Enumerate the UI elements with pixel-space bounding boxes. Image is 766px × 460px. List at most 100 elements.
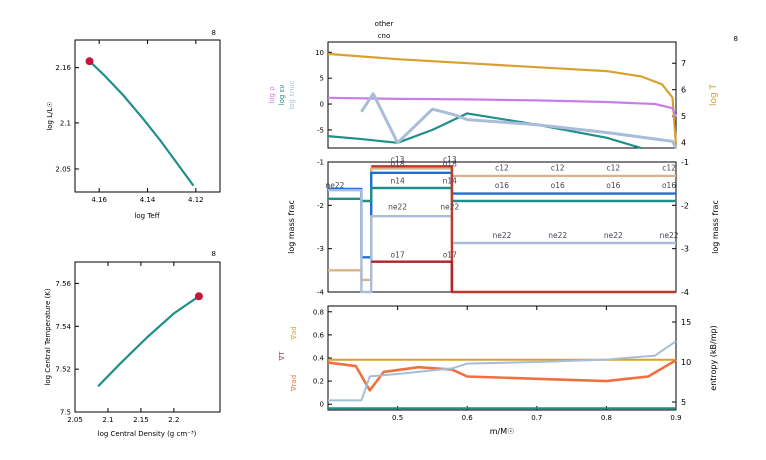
central-xtick-label: 2.1 — [102, 416, 113, 424]
n14-label: n14 — [390, 177, 405, 186]
o17-abundance-line — [371, 260, 454, 292]
central-frame — [74, 261, 221, 413]
mid-y2tick-label: -2 — [681, 201, 689, 210]
ne22-label: ne22 — [325, 181, 344, 190]
hr-ytick-label: 2.1 — [60, 119, 71, 127]
profile-middle-panel: -4-3-2-1-4-3-2-1ne22c13o18n14ne22o17c13o… — [287, 155, 720, 297]
entropy-label: entropy (kB/mp) — [709, 325, 718, 390]
ne22-label: ne22 — [493, 231, 512, 240]
bottom-ytick-label: 0 — [320, 401, 324, 409]
central-xtick-label: 2.2 — [168, 416, 179, 424]
bottom-ytick-label: 0.6 — [313, 331, 325, 339]
hr-ytick-label: 2.05 — [55, 165, 71, 173]
o16-label: o16 — [495, 181, 509, 190]
o18-label: o18 — [443, 159, 457, 168]
grad-ad-label: ∇ad — [290, 326, 298, 340]
c12-label: c12 — [607, 164, 621, 173]
ne22-label: ne22 — [604, 231, 623, 240]
hr-panel: 4.16 4.14 4.12 2.05 2.1 2.16 8 log Teff log L… — [46, 29, 221, 220]
log-eps-nu-label: log εν — [278, 85, 286, 106]
bottom-xtick-label: 0.9 — [670, 414, 681, 422]
central-track-line — [97, 295, 200, 388]
top-y2tick-label: 4 — [681, 139, 686, 148]
log-rho-line — [327, 96, 678, 118]
central-x-label: log Central Density (g cm⁻³) — [98, 430, 197, 438]
mid-ytick-label: -2 — [317, 202, 324, 210]
c12-label: c12 — [495, 164, 509, 173]
ne22-abundance-line — [328, 188, 676, 294]
hr-xtick-label: 4.14 — [140, 196, 156, 204]
ne22-label: ne22 — [548, 231, 567, 240]
c12-label: c12 — [662, 164, 676, 173]
central-panel: 2.05 2.1 2.15 2.2 7.5 7.52 7.54 7.56 8 log Cent… — [44, 250, 221, 438]
central-y-label: log Central Temperature (K) — [44, 288, 52, 385]
profile-top-title: other — [375, 20, 394, 28]
mid-ytick-label: -4 — [317, 289, 325, 297]
mass-frac-right-label: log mass frac — [711, 200, 720, 254]
hr-track-line — [88, 60, 195, 187]
central-xtick-label: 2.15 — [133, 416, 149, 424]
c13-label: c13 — [391, 155, 405, 164]
log-rho-label: log ρ — [268, 86, 276, 104]
c13-abundance-line — [371, 165, 676, 294]
central-xtick-label: 2.05 — [67, 416, 83, 424]
profile-bottom-panel: 0.5 0.6 0.7 0.8 0.9 0 0.2 0.4 0.6 0.8 5 10 15 ∇ad ∇T… — [278, 305, 718, 436]
c13-label: c13 — [443, 155, 457, 164]
grad-t-label: ∇T — [278, 351, 286, 362]
log-t-line — [327, 52, 678, 146]
bottom-xtick-label: 0.5 — [392, 414, 403, 422]
central-ytick-label: 7.56 — [55, 280, 71, 288]
top-ytick-label: 10 — [315, 49, 324, 57]
central-corner-label: 8 — [212, 250, 216, 258]
top-y2tick-label: 6 — [681, 86, 686, 95]
top-ytick-label: -5 — [317, 126, 324, 134]
bottom-ytick-label: 0.2 — [313, 378, 324, 386]
bottom-y2tick-label: 10 — [681, 358, 691, 367]
profile-top-corner-label: 8 — [734, 35, 738, 43]
hr-frame — [74, 39, 221, 193]
ne22-label: ne22 — [660, 231, 679, 240]
bottom-ytick-label: 0.4 — [313, 355, 325, 363]
top-ytick-label: 5 — [320, 75, 324, 83]
c12-label: c12 — [551, 164, 565, 173]
profile-top-frame — [327, 41, 677, 149]
hr-x-label: log Teff — [134, 212, 159, 220]
log-eps-nuc-label: log εnuc — [288, 80, 296, 110]
mid-y2tick-label: -3 — [681, 245, 689, 254]
mass-frac-left-label: log mass frac — [287, 200, 296, 254]
o16-label: o16 — [551, 181, 565, 190]
profile-bottom-plot: 0.5 0.6 0.7 0.8 0.9 0 0.2 0.4 0.6 0.8 5 10 15 — [313, 306, 691, 422]
bottom-y2tick-label: 15 — [681, 318, 691, 327]
hr-current-marker — [85, 57, 94, 66]
central-ytick-label: 7.52 — [55, 366, 71, 374]
o17-label: o17 — [391, 250, 405, 259]
mid-ytick-label: -3 — [317, 245, 324, 253]
central-ytick-label: 7.5 — [60, 409, 71, 417]
hr-xtick-label: 4.16 — [91, 196, 107, 204]
log-eps-nuc-line — [360, 92, 678, 149]
n14-label: n14 — [443, 177, 458, 186]
hr-plot: 4.16 4.14 4.12 2.05 2.1 2.16 — [55, 40, 204, 204]
hr-corner-label: 8 — [212, 29, 216, 37]
o16-label: o16 — [662, 181, 676, 190]
hr-ytick-label: 2.16 — [55, 64, 71, 72]
top-ytick-label: 0 — [320, 101, 324, 109]
bottom-xtick-label: 0.6 — [462, 414, 474, 422]
top-y2tick-label: 5 — [681, 112, 686, 121]
profile-top-subtitle: cno — [378, 32, 391, 40]
log-t-label: log T — [709, 83, 719, 106]
ne22-label: ne22 — [388, 203, 407, 212]
o18-label: o18 — [391, 159, 405, 168]
profile-top-panel: -5 0 5 10 4 5 6 7 other cno 8 log ρ log εν log … — [268, 20, 738, 150]
mid-y2tick-label: -1 — [681, 158, 689, 167]
top-y2tick-label: 7 — [681, 59, 686, 68]
central-plot: 2.05 2.1 2.15 2.2 7.5 7.52 7.54 7.56 — [55, 262, 203, 424]
hr-xtick-label: 4.12 — [188, 196, 204, 204]
bottom-xtick-label: 0.8 — [601, 414, 612, 422]
hr-y-label: log L/L☉ — [46, 101, 54, 130]
log-eps-nu-line — [327, 112, 642, 150]
ne22-label: ne22 — [440, 203, 459, 212]
o16-label: o16 — [606, 181, 620, 190]
bottom-xtick-label: 0.7 — [531, 414, 542, 422]
